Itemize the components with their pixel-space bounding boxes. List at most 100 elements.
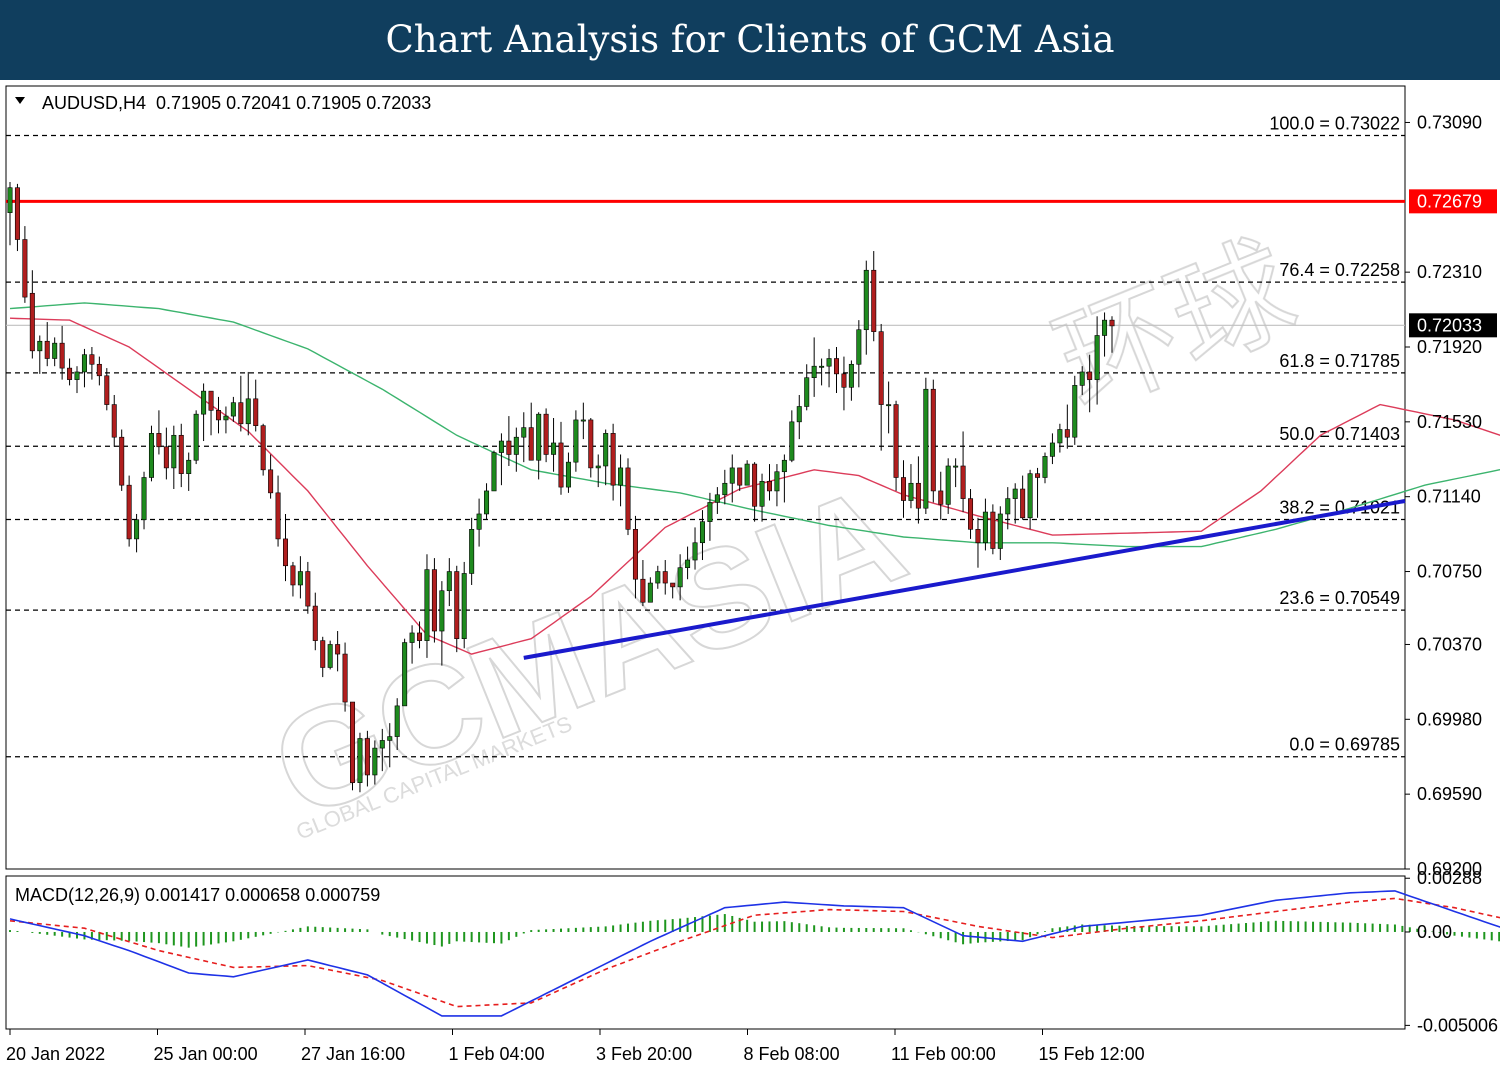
candle [603,429,609,486]
candle [305,561,311,614]
candle [945,458,951,514]
candle [1087,354,1093,413]
candle [163,427,169,480]
candle [901,460,907,518]
candle [372,740,378,785]
candle-body [1057,429,1063,444]
banner-title: Chart Analysis for Clients of GCM Asia [385,18,1115,61]
candle [796,394,802,440]
time-tick-label: 3 Feb 20:00 [596,1044,692,1064]
candle [81,348,87,388]
ma-fast-line [9,317,1500,655]
candle [134,513,140,553]
time-axis: 20 Jan 2022 25 Jan 00:00 27 Jan 16:00 1 Feb… [6,1029,1145,1064]
candle-body [335,644,341,655]
fib-level-label: 61.8 = 0.71785 [1279,351,1400,371]
candle [915,456,921,524]
candle-body [394,705,400,737]
candle-body [685,559,691,568]
candle [975,517,981,568]
time-tick-label: 15 Feb 12:00 [1039,1044,1145,1064]
candle [1035,467,1041,518]
candle [223,406,229,434]
candle [141,471,147,530]
candle-body [863,269,869,331]
candle [610,423,616,501]
candle-body [74,371,80,380]
candle [268,454,274,499]
candle-body [662,571,668,584]
candle-body [469,529,475,574]
candle [1102,312,1108,357]
candle [923,377,929,514]
candle [692,527,698,570]
candle [647,577,653,603]
candle-body [796,406,802,423]
candle [156,410,162,455]
candle-body [901,477,907,501]
candle-body [573,419,579,463]
candle [930,379,936,503]
candle-body [953,465,959,468]
candle [253,379,259,432]
candle-body [699,521,705,544]
candle-body [893,404,899,478]
candle [841,356,847,411]
candle [409,625,415,664]
candle-body [1049,442,1055,457]
candle-body [729,467,735,484]
candle [506,416,512,466]
candle-body [640,578,646,603]
price-tick-label: 0.71920 [1417,337,1482,357]
candle-body [580,419,586,422]
candle-body [126,484,132,540]
candle-body [320,640,326,668]
candle [312,592,318,651]
candle-body [789,421,795,461]
fibonacci-levels: 100.0 = 0.73022 76.4 = 0.72258 61.8 = 0.71… [6,114,1405,758]
candle-body [692,542,698,561]
candle [74,366,80,394]
candle [632,515,638,599]
candle [811,337,817,397]
candle-body [826,358,832,367]
candle-body [886,404,892,407]
candle [417,621,423,649]
price-tick-label: 0.69200 [1417,859,1482,879]
candle [96,356,102,386]
candle-body [52,342,58,359]
candle [677,554,683,601]
candle [461,561,467,649]
candle [804,364,810,411]
candle [44,322,50,367]
candle-body [923,388,929,509]
candle-body [647,582,653,603]
candle [543,408,549,463]
candle-body [431,569,437,632]
time-tick-label: 1 Feb 04:00 [449,1044,545,1064]
candle-body [1094,335,1100,380]
time-tick-label: 20 Jan 2022 [6,1044,105,1064]
candle-body [282,538,288,567]
candle-body [7,187,13,213]
time-tick-label: 27 Jan 16:00 [301,1044,405,1064]
price-tick-label: 0.70750 [1417,562,1482,582]
candle-body [833,358,839,375]
candle [111,394,117,447]
candle-body [148,433,154,478]
candle [1012,483,1018,524]
candle [215,396,221,434]
candle [990,504,996,555]
candle [781,454,787,503]
candle-body [141,477,147,521]
candle-body [357,738,363,783]
fib-level-label: 50.0 = 0.71403 [1279,424,1400,444]
candle-body [975,529,981,544]
candle-body [536,413,542,461]
dropdown-triangle-icon[interactable] [15,97,25,104]
candle [670,582,676,599]
candle-body [543,413,549,455]
candle [446,558,452,607]
candle [595,454,601,488]
fib-level-label: 23.6 = 0.70549 [1279,588,1400,608]
